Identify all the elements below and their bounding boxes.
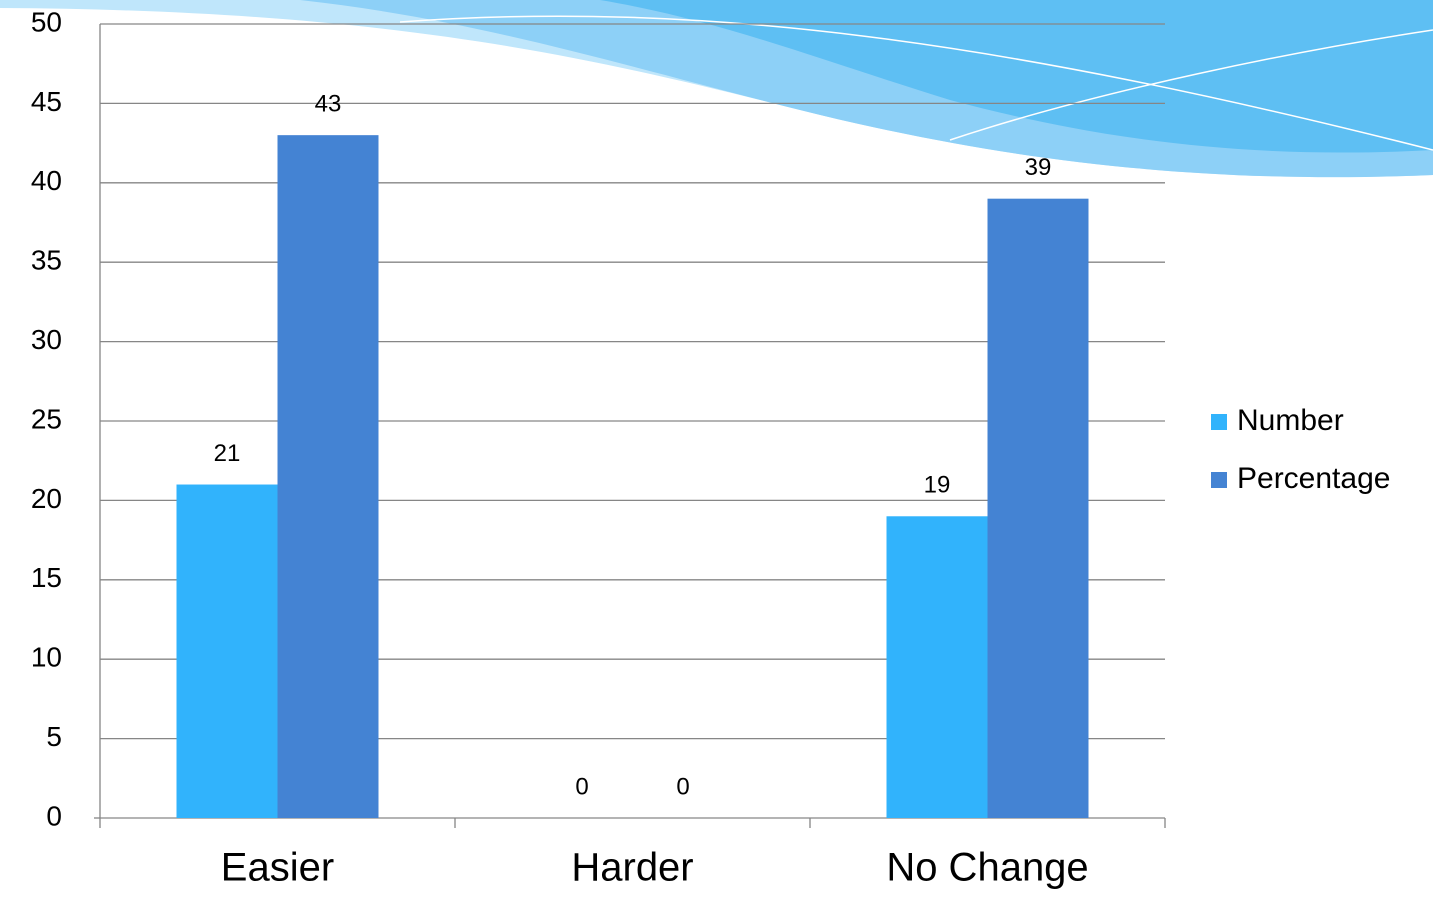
y-tick-label: 5	[46, 721, 62, 752]
data-label: 0	[575, 773, 588, 800]
swoosh	[600, 0, 1433, 153]
data-label: 43	[315, 91, 342, 118]
y-tick-label: 50	[31, 6, 62, 37]
bar	[886, 516, 988, 818]
y-tick-label: 15	[31, 562, 62, 593]
x-tick-label: No Change	[886, 846, 1088, 890]
legend-label: Number	[1237, 404, 1344, 437]
data-label: 39	[1025, 154, 1052, 181]
y-tick-label: 20	[31, 483, 62, 514]
y-tick-label: 45	[31, 86, 62, 117]
swoosh-line	[399, 15, 1433, 151]
data-label: 21	[214, 440, 241, 467]
data-label: 19	[924, 472, 951, 499]
swoosh-line	[949, 29, 1433, 141]
x-tick-label: Harder	[571, 846, 693, 890]
y-tick-label: 35	[31, 245, 62, 276]
legend-swatch	[1211, 414, 1227, 430]
y-tick-label: 25	[31, 403, 62, 434]
y-tick-label: 10	[31, 642, 62, 673]
bar	[987, 198, 1089, 818]
bar	[277, 135, 379, 818]
data-label: 0	[676, 773, 689, 800]
y-tick-label: 40	[31, 165, 62, 196]
legend-swatch	[1211, 472, 1227, 488]
background-swoosh	[0, 0, 1433, 178]
bar	[176, 484, 278, 818]
y-tick-label: 0	[46, 800, 62, 831]
y-tick-label: 30	[31, 324, 62, 355]
x-tick-label: Easier	[221, 846, 334, 890]
legend-label: Percentage	[1237, 462, 1390, 495]
